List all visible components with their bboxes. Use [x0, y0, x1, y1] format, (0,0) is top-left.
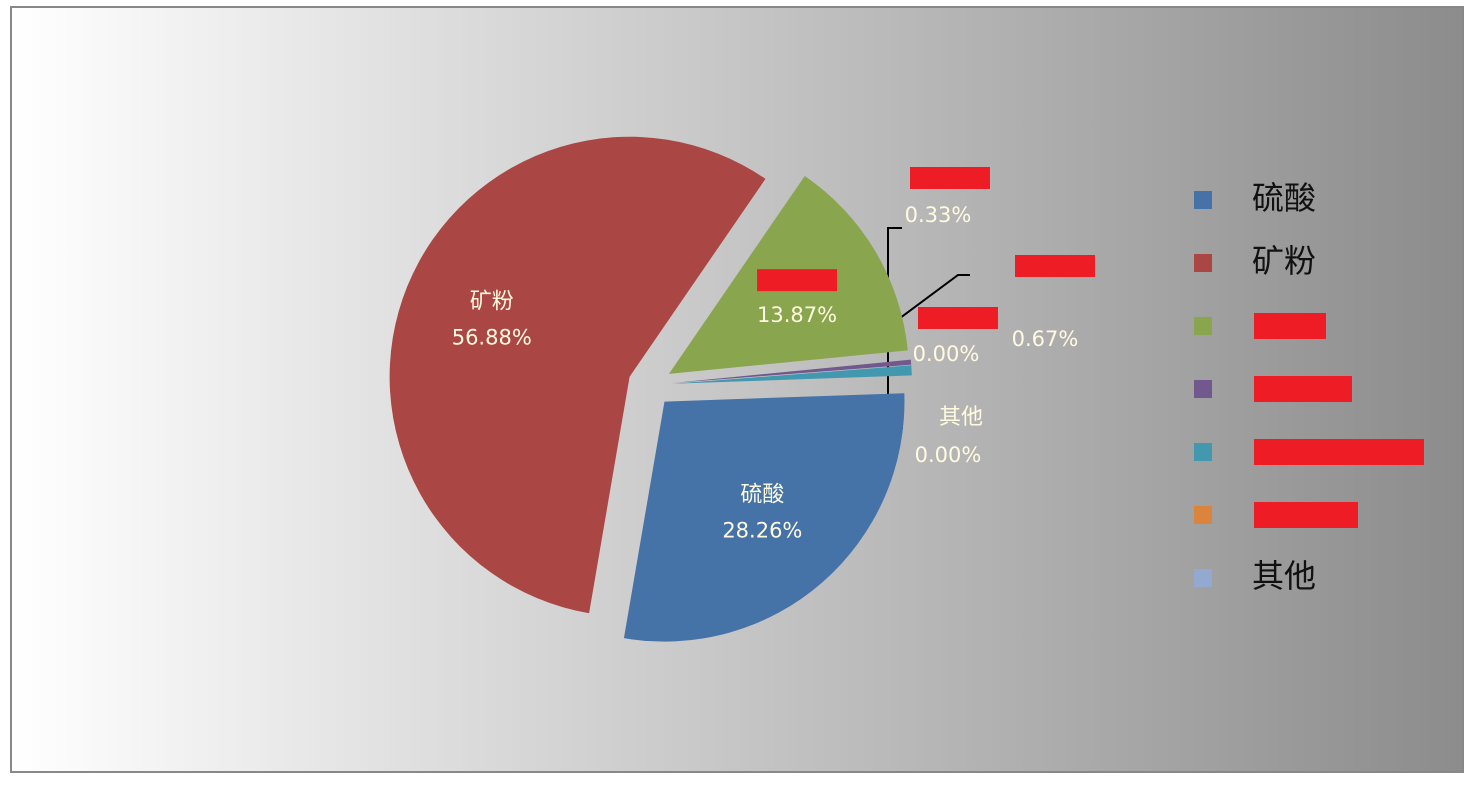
redaction [1015, 255, 1095, 277]
legend-label: 硫酸 [1252, 179, 1316, 217]
legend-label: 其他 [1252, 557, 1316, 595]
redaction [757, 269, 838, 292]
data-label-name: 其他 [939, 405, 983, 430]
data-label-value: 13.87% [757, 303, 837, 327]
legend-swatch [1194, 191, 1212, 209]
redaction [1254, 502, 1358, 528]
redaction [1254, 439, 1424, 465]
redaction [910, 167, 990, 189]
legend-swatch [1194, 506, 1212, 524]
pie-slice [389, 136, 766, 614]
chart-area [10, 6, 1464, 773]
legend-swatch [1194, 380, 1212, 398]
pie-slice [671, 365, 912, 384]
legend-label: 矿粉 [1252, 242, 1316, 280]
legend-swatch [1194, 443, 1212, 461]
legend-swatch [1194, 317, 1212, 335]
pie-slice [623, 393, 905, 642]
data-label-value: 0.67% [1012, 327, 1079, 351]
data-label-name: 硫酸 [740, 483, 784, 508]
legend-swatch [1194, 254, 1212, 272]
redaction [1254, 313, 1326, 339]
data-label-value: 56.88% [452, 326, 532, 350]
data-label-value: 0.00% [915, 443, 982, 467]
redaction [1254, 376, 1352, 402]
pie-slice [671, 359, 912, 384]
data-label-value: 28.26% [722, 519, 802, 543]
legend-swatch [1194, 569, 1212, 587]
redaction [918, 307, 998, 329]
data-label-name: 矿粉 [470, 290, 514, 315]
data-label-value: 0.33% [905, 203, 972, 227]
data-label-value: 0.00% [913, 342, 980, 366]
